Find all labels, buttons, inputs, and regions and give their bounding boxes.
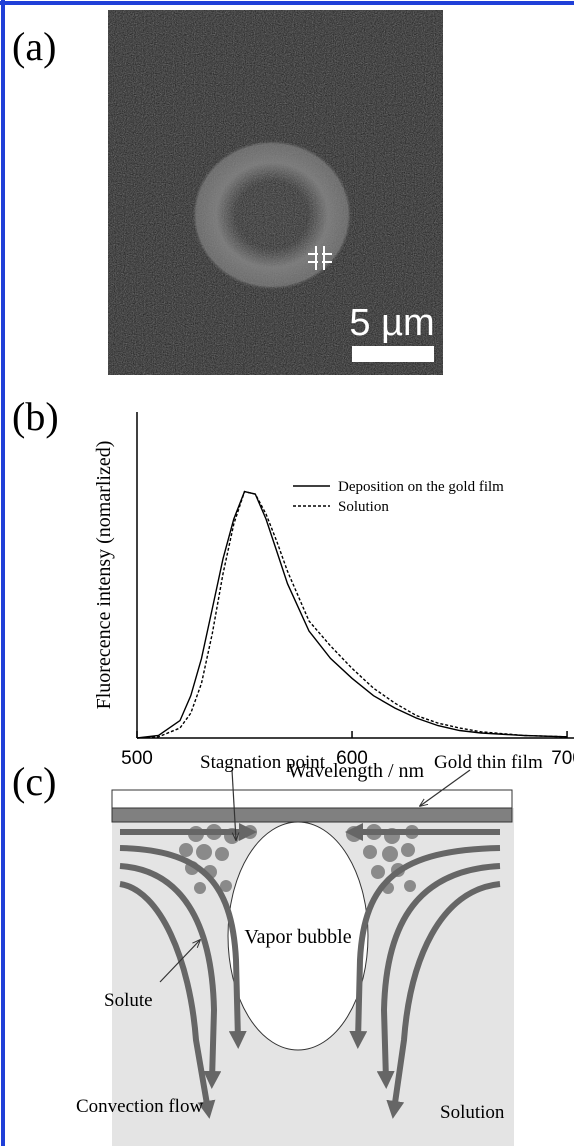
scale-bar — [352, 346, 434, 362]
spectrum-line — [137, 492, 567, 738]
diagram-label: Vapor bubble — [244, 926, 351, 948]
x-tick-label: 500 — [121, 748, 153, 769]
gold-film — [112, 808, 512, 822]
legend-label: Deposition on the gold film — [338, 479, 504, 495]
diagram-label: Solute — [104, 990, 153, 1011]
diagram-label: Solution — [440, 1102, 505, 1123]
panel-label: (c) — [12, 759, 56, 804]
legend-label: Solution — [338, 499, 389, 515]
spectrum-line — [137, 492, 567, 738]
y-axis-label: Fluorecence intensy (nomarlized) — [93, 441, 115, 710]
x-tick-label: 700 — [551, 748, 574, 769]
glass — [112, 790, 512, 808]
scale-label: 5 µm — [349, 302, 434, 344]
figure: (a) 5 µm (b) 500600700Wavelength / nmFlu… — [0, 0, 574, 1146]
panel-label: (b) — [12, 394, 59, 439]
diagram-label: Stagnation point — [200, 752, 326, 773]
diagram-label: Convection flow — [76, 1096, 203, 1117]
panel-label: (a) — [12, 24, 56, 69]
diagram-label: Gold thin film — [434, 752, 543, 773]
